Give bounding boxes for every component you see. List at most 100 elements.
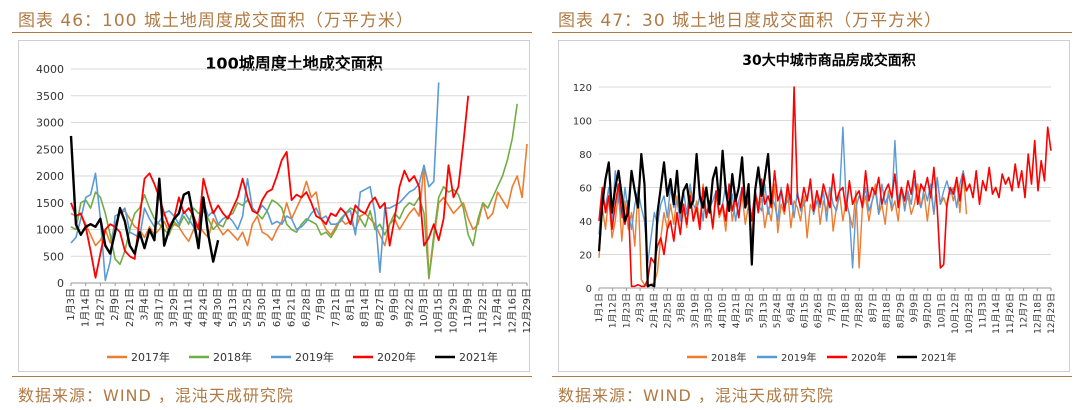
right-x-tick-label: 8月27日 xyxy=(374,288,386,327)
left-source-rule xyxy=(12,376,532,377)
right-legend-label: 2019年 xyxy=(295,350,334,364)
right-x-tick-label: 5月13日 xyxy=(758,293,769,328)
right-line-chart: 30大中城市商品房成交面积 0 20 40 60 80 100 120 1月1日 1月12日 1月2… xyxy=(573,52,1057,364)
right-x-tick-label: 3月29日 xyxy=(168,288,180,327)
right-y-tick-label: 20 xyxy=(579,251,592,262)
right-series-line-2017年 xyxy=(70,143,528,280)
right-y-tick-label: 2500 xyxy=(36,143,64,156)
right-x-tick-label: 6月4日 xyxy=(786,293,797,322)
right-x-tick-label: 8月14日 xyxy=(359,288,371,327)
right-x-tick-label: 10月29日 xyxy=(447,288,459,333)
right-x-tick-label: 4月21日 xyxy=(731,293,742,328)
right-x-tick-label: 3月30日 xyxy=(704,293,715,328)
right-x-tick-label: 10月3日 xyxy=(418,288,430,327)
right-chart-frame: 30大中城市商品房成交面积 0 20 40 60 80 100 120 1月1日 1月12日 1月2… xyxy=(558,40,1070,372)
right-x-tick-label: 12月18日 xyxy=(1032,293,1043,334)
right-legend-label: 2020年 xyxy=(851,351,886,364)
right-x-tick-label: 1月1日 xyxy=(594,293,605,322)
left-figure-panel: 图表 46：100 城土地周度成交面积（万平方米） 100城周度土地成交面积 0 5… xyxy=(12,0,537,410)
right-x-tick-label: 5月25日 xyxy=(242,288,254,327)
right-y-tick-label: 3500 xyxy=(36,90,64,103)
right-y-tick-label: 100 xyxy=(573,117,592,128)
right-x-tick-label: 6月15日 xyxy=(799,293,810,328)
right-data-source: 数据来源：WIND ，混沌天成研究院 xyxy=(558,386,834,405)
right-y-tick-label: 60 xyxy=(579,184,592,195)
right-x-tick-label: 6月14日 xyxy=(271,288,283,327)
right-x-tick-label: 7月28日 xyxy=(854,293,865,328)
right-legend-label: 2018年 xyxy=(711,351,746,364)
right-x-tick-label: 2月25日 xyxy=(662,293,673,328)
right-x-tick-label: 4月11日 xyxy=(183,288,195,327)
right-x-tick-label: 12月7日 xyxy=(1019,293,1030,328)
right-series-line-2020年 xyxy=(598,86,1052,288)
right-legend-label: 2020年 xyxy=(377,350,416,364)
right-x-tick-label: 9月20日 xyxy=(923,293,934,328)
right-x-tick-label: 9月9日 xyxy=(909,293,920,322)
right-x-tick-label: 6月21日 xyxy=(286,288,298,327)
right-x-tick-label: 11月3日 xyxy=(978,293,989,328)
right-x-tick-label: 1月27日 xyxy=(94,288,106,327)
left-data-source: 数据来源：WIND ，混沌天成研究院 xyxy=(18,386,294,405)
right-x-tick-label: 5月2日 xyxy=(745,293,756,322)
right-x-tick-label: 8月29日 xyxy=(895,293,906,328)
right-series-line-2021年 xyxy=(69,135,220,263)
right-x-tick-label: 1月12日 xyxy=(608,293,619,328)
right-x-tick-label: 7月21日 xyxy=(330,288,342,327)
right-x-tick-label: 6月26日 xyxy=(813,293,824,328)
right-x-tick-label: 5月30日 xyxy=(256,288,268,327)
right-y-tick-label: 80 xyxy=(579,150,592,161)
right-y-tick-label: 0 xyxy=(57,277,64,290)
right-x-tick-label: 11月22日 xyxy=(477,288,489,333)
right-x-tick-label: 7月7日 xyxy=(827,293,838,322)
right-x-tick-label: 3月8日 xyxy=(676,293,687,322)
right-x-tick-label: 8月18日 xyxy=(882,293,893,328)
right-x-tick-label: 4月24日 xyxy=(197,288,209,327)
right-y-tick-label: 2000 xyxy=(36,170,64,183)
right-y-tick-label: 1000 xyxy=(36,224,64,237)
right-y-tick-label: 0 xyxy=(586,284,592,295)
right-series-line-2019年 xyxy=(70,82,440,282)
right-x-tick-label: 6月28日 xyxy=(300,288,312,327)
right-x-tick-label: 10月12日 xyxy=(950,293,961,334)
right-x-tick-label: 3月19日 xyxy=(690,293,701,328)
left-line-chart: 100城周度土地成交面积 0 500 1000 1500 2000 2500 3000 3500… xyxy=(36,54,531,364)
right-chart-title: 30大中城市商品房成交面积 xyxy=(742,52,915,69)
right-figure-panel: 图表 47：30 城土地日度成交面积（万平方米） 30大中城市商品房成交面积 0 2… xyxy=(552,0,1077,410)
right-x-tick-label: 1月3日 xyxy=(65,288,77,321)
right-x-tick-label: 12月16日 xyxy=(506,288,518,333)
right-x-tick-label: 10月15日 xyxy=(433,288,445,333)
right-series-line-2020年 xyxy=(70,95,470,279)
right-x-tick-label: 9月22日 xyxy=(403,288,415,327)
right-x-tick-label: 7月18日 xyxy=(841,293,852,328)
right-x-tick-label: 4月10日 xyxy=(717,293,728,328)
right-x-tick-label: 12月29日 xyxy=(1046,293,1057,334)
right-legend-label: 2021年 xyxy=(459,350,498,364)
left-chart-frame: 100城周度土地成交面积 0 500 1000 1500 2000 2500 3000 3500… xyxy=(18,40,531,372)
right-x-tick-label: 5月13日 xyxy=(227,288,239,327)
right-x-tick-label: 11月9日 xyxy=(462,288,474,327)
right-x-tick-label: 2月14日 xyxy=(649,293,660,328)
right-x-tick-label: 10月1日 xyxy=(936,293,947,328)
right-x-tick-label: 7月9日 xyxy=(315,288,327,321)
left-caption-rule xyxy=(12,32,532,33)
right-y-tick-label: 500 xyxy=(43,250,64,263)
right-x-tick-label: 9月9日 xyxy=(389,288,401,321)
right-legend-label: 2018年 xyxy=(213,350,252,364)
right-legend-label: 2021年 xyxy=(921,351,956,364)
right-y-tick-label: 3000 xyxy=(36,117,64,130)
right-chart-title: 100城周度土地成交面积 xyxy=(205,54,382,73)
right-x-tick-label: 3月17日 xyxy=(153,288,165,327)
right-x-tick-label: 1月14日 xyxy=(80,288,92,327)
right-x-tick-label: 11月14日 xyxy=(991,293,1002,334)
right-legend-label: 2017年 xyxy=(131,350,170,364)
right-caption-rule xyxy=(552,32,1072,33)
right-x-tick-label: 12月4日 xyxy=(492,288,504,327)
right-x-tick-label: 3月4日 xyxy=(139,288,151,321)
right-x-tick-label: 10月23日 xyxy=(964,293,975,334)
right-y-tick-label: 40 xyxy=(579,217,592,228)
right-y-tick-label: 120 xyxy=(573,83,592,94)
right-x-tick-label: 1月23日 xyxy=(621,293,632,328)
right-y-tick-label: 4000 xyxy=(36,63,64,76)
right-x-tick-label: 2月9日 xyxy=(109,288,121,321)
right-x-tick-label: 2月21日 xyxy=(124,288,136,327)
